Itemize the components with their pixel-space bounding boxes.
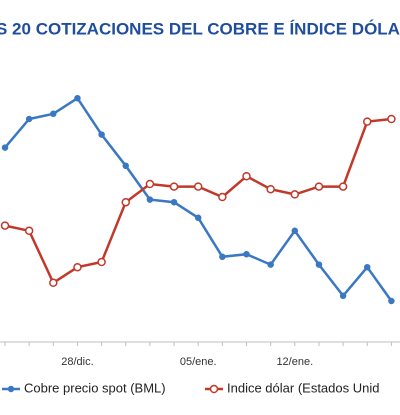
data-point <box>97 257 106 267</box>
data-point <box>363 117 372 126</box>
data-point <box>194 214 202 222</box>
data-point <box>1 144 9 151</box>
data-point <box>267 261 274 268</box>
series-line <box>4 117 392 285</box>
data-point <box>24 226 34 236</box>
data-point <box>121 197 130 207</box>
data-point <box>291 227 299 235</box>
legend-marker <box>209 384 219 394</box>
data-point <box>266 184 275 194</box>
legend-marker <box>7 385 15 393</box>
data-point <box>146 196 154 203</box>
data-point <box>338 182 348 191</box>
data-point <box>193 182 203 191</box>
data-point <box>73 262 82 272</box>
data-point <box>169 182 179 191</box>
data-point <box>170 198 178 206</box>
legend-label: Cobre precio spot (BML) <box>24 380 166 395</box>
data-point <box>339 292 347 300</box>
data-point <box>290 190 300 199</box>
data-point <box>388 297 395 305</box>
data-point <box>122 162 129 170</box>
data-point <box>145 179 155 189</box>
chart-title: S 20 COTIZACIONES DEL COBRE E ÍNDICE DÓL… <box>0 19 400 38</box>
data-point <box>315 261 323 268</box>
data-point <box>314 182 324 191</box>
data-point <box>242 171 251 181</box>
data-point <box>218 192 227 202</box>
x-tick-label: 05/ene. <box>180 356 217 368</box>
data-point <box>387 114 396 124</box>
x-tick-label: 28/dic. <box>61 356 93 368</box>
data-point <box>50 110 57 118</box>
data-point <box>98 131 105 138</box>
data-point <box>243 250 250 258</box>
data-point <box>0 221 10 230</box>
data-point <box>364 263 371 271</box>
data-point <box>49 278 58 288</box>
x-tick-label: 12/ene. <box>276 356 313 368</box>
data-point <box>74 94 81 102</box>
legend-label: Indice dólar (Estados Unid <box>227 380 379 395</box>
series-line <box>4 96 393 302</box>
data-point <box>25 115 33 123</box>
data-point <box>219 253 226 261</box>
